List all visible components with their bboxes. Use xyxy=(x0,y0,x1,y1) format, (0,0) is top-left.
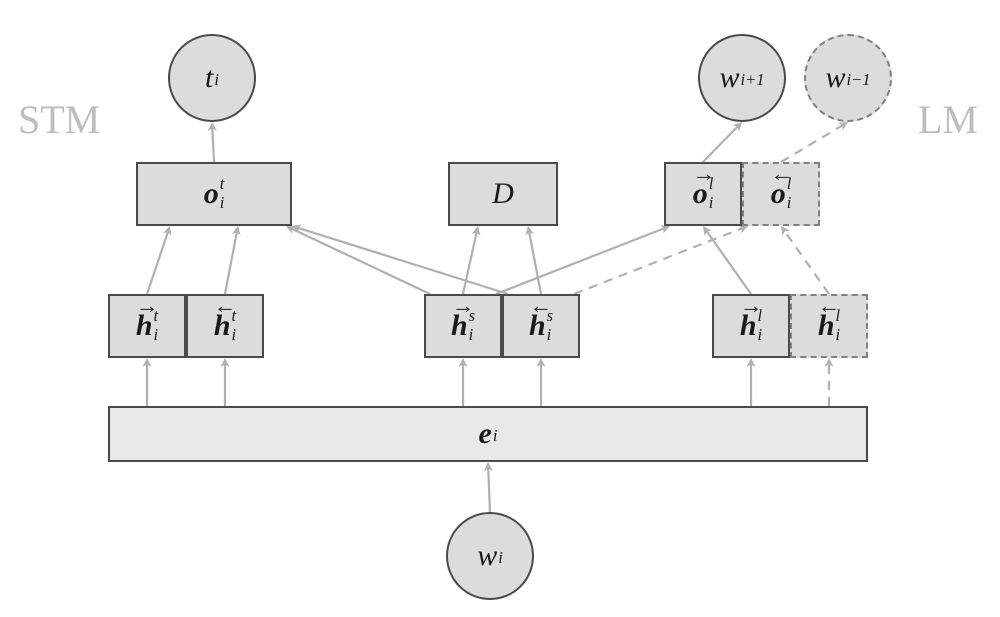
edge-h_t_bwd-o_t xyxy=(225,228,238,294)
lm-label: LM xyxy=(918,96,978,143)
edge-o_l_bwd-w_im1 xyxy=(781,123,846,162)
edge-h_l_bwd-o_l_bwd xyxy=(782,228,829,294)
edges-layer xyxy=(0,0,1000,617)
edge-o_t-t_i xyxy=(212,124,214,162)
stm-label: STM xyxy=(18,96,100,143)
edge-h_s_bwd-D xyxy=(528,228,541,294)
edge-o_l_fwd-w_ip1 xyxy=(703,123,741,162)
diagram-stage: STM LM tiwi+1wi−1otiDoli→oli←hti→hti←hsi… xyxy=(0,0,1000,617)
edge-h_l_fwd-o_l_fwd xyxy=(704,228,751,294)
edge-h_s_fwd-o_l_fwd xyxy=(496,227,668,294)
edge-h_t_fwd-o_t xyxy=(147,228,169,294)
edge-w_i-e_i xyxy=(488,464,490,512)
edge-h_s_bwd-o_l_bwd xyxy=(574,227,746,294)
edge-h_s_fwd-o_t xyxy=(288,227,430,294)
